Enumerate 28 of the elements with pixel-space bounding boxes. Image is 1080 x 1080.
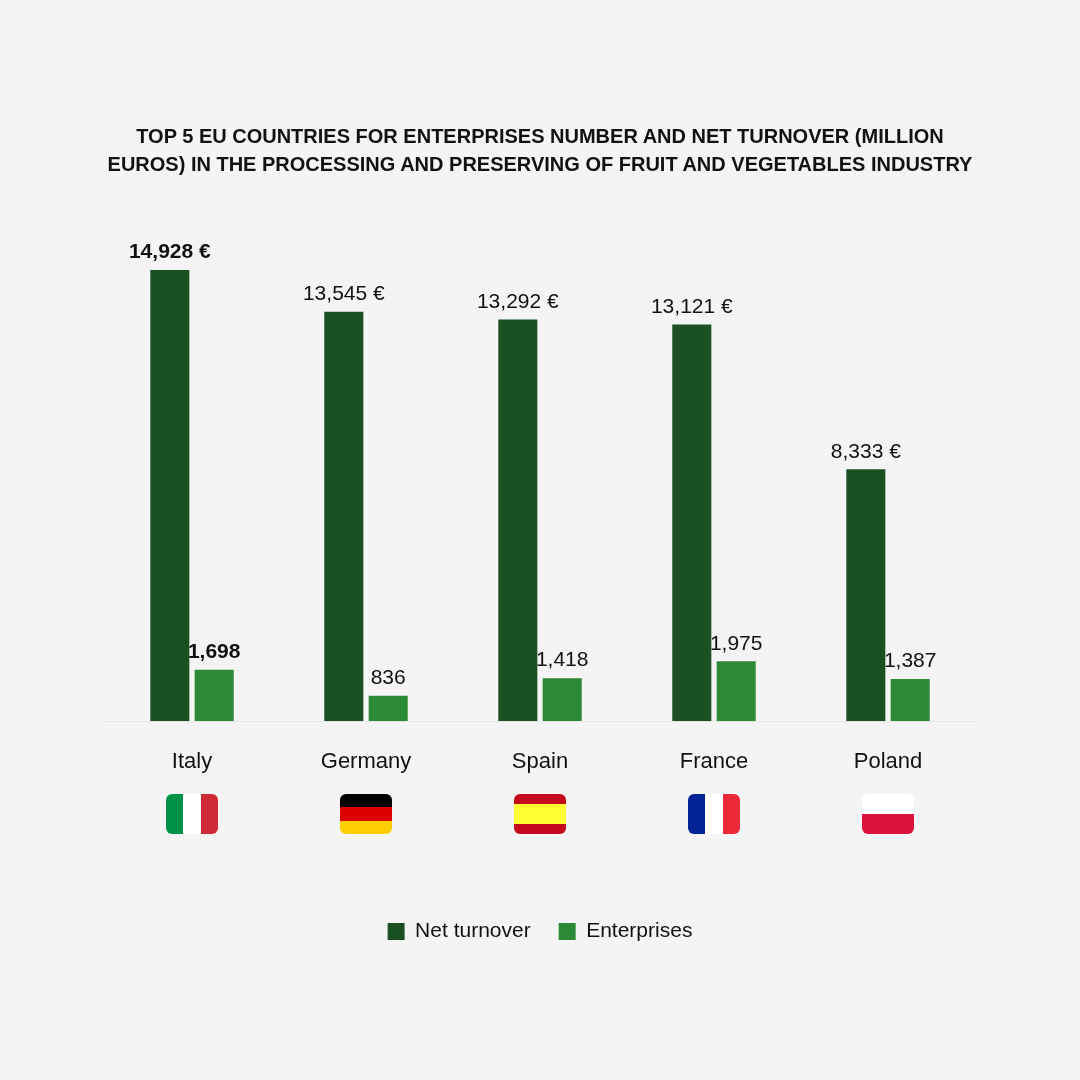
bar [324, 311, 364, 721]
bar [846, 469, 886, 721]
data-label: 13,545 € [302, 281, 385, 305]
bar [890, 679, 930, 721]
data-label: 1,975 [709, 630, 763, 654]
bar [368, 695, 408, 721]
bar [194, 669, 234, 721]
data-label: 13,121 € [650, 293, 733, 317]
data-label: 836 [370, 665, 406, 689]
x-tick-label: France [679, 748, 749, 774]
data-label: 1,418 [535, 647, 589, 671]
data-label: 14,928 € [128, 239, 211, 263]
x-tick-label: Spain [511, 748, 569, 774]
legend-label: Net turnover [415, 918, 531, 942]
x-tick-label: Germany [320, 748, 412, 774]
data-label: 1,387 [883, 648, 937, 672]
bar [150, 270, 190, 721]
bar [716, 661, 756, 721]
data-label: 8,333 € [830, 438, 902, 462]
x-tick-label: Italy [171, 748, 213, 774]
legend-label: Enterprises [586, 918, 693, 942]
chart-title: TOP 5 EU COUNTRIES FOR ENTERPRISES NUMBER AND NET TURNOVER (MILLION EUROS) IN THE PROCESSING AND PRESERVING OF FRUIT AND VEGETABLES INDUSTRY [106, 124, 974, 177]
data-label: 1,698 [187, 639, 241, 662]
bar [672, 324, 712, 721]
bar [542, 678, 582, 721]
x-tick-label: Poland [853, 748, 923, 774]
bar [498, 319, 538, 721]
data-label: 13,292 € [476, 288, 559, 312]
